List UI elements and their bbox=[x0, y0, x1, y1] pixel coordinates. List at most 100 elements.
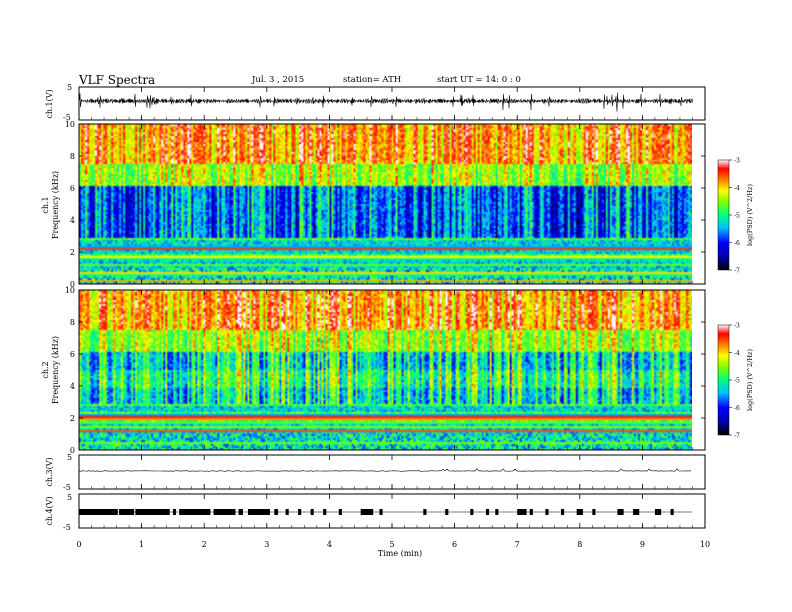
colorbar-tick-label: -7 bbox=[734, 433, 740, 440]
colorbar-tick-label: -6 bbox=[734, 405, 740, 412]
header-date: Jul. 3 , 2015 bbox=[251, 75, 304, 85]
ch4-pulse bbox=[379, 509, 383, 515]
ch3-waveform-frame bbox=[78, 454, 706, 490]
ch4-pulse bbox=[576, 509, 583, 515]
ch2-colorbar-label: log(PSD) (V^2/Hz) bbox=[746, 349, 754, 411]
time-tick-label: 0 bbox=[76, 540, 81, 549]
ch4-pulse bbox=[323, 509, 327, 515]
frequency-tick-label: 0 bbox=[70, 280, 75, 289]
colorbar-tick-label: -7 bbox=[734, 268, 740, 275]
colorbar-tick-label: -3 bbox=[734, 158, 740, 165]
ch1-ytick-bottom: -5 bbox=[63, 113, 71, 122]
colorbar-tick-label: -5 bbox=[734, 213, 740, 220]
spectrogram-empty-region bbox=[692, 290, 705, 450]
time-tick-label: 1 bbox=[139, 540, 144, 549]
ch1-waveform-line bbox=[78, 92, 693, 112]
ch4-pulse bbox=[517, 509, 527, 515]
ch3-ytick-top: 5 bbox=[67, 453, 72, 462]
ch4-pulse bbox=[545, 509, 549, 515]
frequency-tick-label: 6 bbox=[70, 350, 75, 359]
time-tick-label: 2 bbox=[202, 540, 207, 549]
colorbar-tick-label: -6 bbox=[734, 240, 740, 247]
frequency-tick-label: 4 bbox=[70, 216, 75, 225]
ch4-pulse bbox=[310, 509, 314, 515]
time-axis-label: Time (min) bbox=[378, 549, 422, 558]
ch4-waveform-ylabel: ch.4(V) bbox=[45, 496, 54, 525]
ch4-pulse bbox=[423, 509, 427, 515]
frequency-tick-label: 8 bbox=[70, 152, 75, 161]
ch4-pulse bbox=[119, 509, 135, 515]
frequency-tick-label: 2 bbox=[70, 414, 75, 423]
ch4-pulse bbox=[213, 509, 236, 515]
ch2-colorbar bbox=[717, 324, 730, 436]
ch4-ytick-bottom: -5 bbox=[63, 523, 71, 532]
ch4-pulse bbox=[470, 509, 474, 515]
header-station: station= ATH bbox=[343, 75, 401, 85]
ch2-spectrogram-image bbox=[79, 290, 705, 450]
ch4-pulse bbox=[445, 509, 449, 515]
ch4-pulse bbox=[529, 509, 533, 515]
frequency-tick-label: 10 bbox=[65, 286, 75, 295]
frequency-tick-label: 2 bbox=[70, 248, 75, 257]
ch4-ytick-top: 5 bbox=[67, 493, 72, 502]
spectrogram-empty-region bbox=[692, 124, 705, 284]
ch1-colorbar bbox=[717, 159, 730, 271]
ch4-pulse bbox=[485, 509, 490, 515]
ch1-waveform-ylabel: ch.1(V) bbox=[45, 89, 54, 118]
colorbar-tick-label: -4 bbox=[734, 185, 740, 192]
ch3-waveform-ylabel: ch.3(V) bbox=[45, 457, 54, 486]
ch4-pulse bbox=[298, 509, 302, 515]
spectrogram-raster bbox=[79, 290, 692, 450]
ch4-pulse bbox=[654, 509, 662, 515]
ch3-waveform-line bbox=[78, 468, 692, 472]
time-tick-label: 8 bbox=[577, 540, 582, 549]
ch3-ytick-bottom: -5 bbox=[63, 483, 71, 492]
ch4-pulse bbox=[172, 509, 177, 515]
ch4-pulse bbox=[79, 509, 118, 515]
time-tick-label: 10 bbox=[700, 540, 710, 549]
colorbar-tick-label: -3 bbox=[734, 323, 740, 330]
time-tick-label: 4 bbox=[327, 540, 332, 549]
time-tick-label: 3 bbox=[264, 540, 269, 549]
ch1-spectrogram-ylabel-frequency: Frequency (kHz) bbox=[51, 171, 60, 239]
ch4-pulse bbox=[179, 509, 211, 515]
ch4-pulse bbox=[248, 509, 270, 515]
ch4-pulse bbox=[670, 509, 674, 515]
ch3-waveform-panel: 5 -5 ch.3(V) bbox=[45, 453, 706, 492]
frequency-tick-label: 0 bbox=[70, 446, 75, 455]
ch4-pulse-bursts bbox=[79, 509, 674, 515]
figure-title: VLF Spectra bbox=[78, 73, 155, 87]
ch4-pulse bbox=[285, 509, 289, 515]
frequency-tick-label: 8 bbox=[70, 318, 75, 327]
ch1-ytick-top: 5 bbox=[67, 83, 72, 92]
ch1-spectrogram-image bbox=[79, 124, 705, 284]
time-tick-label: 5 bbox=[389, 540, 394, 549]
ch4-pulse bbox=[274, 509, 279, 515]
ch4-pulse bbox=[338, 509, 342, 515]
time-tick-label: 7 bbox=[515, 540, 520, 549]
ch4-pulse bbox=[360, 509, 374, 515]
time-tick-label: 6 bbox=[452, 540, 457, 549]
ch4-pulse bbox=[495, 509, 499, 515]
frequency-tick-label: 4 bbox=[70, 382, 75, 391]
colorbar-tick-label: -4 bbox=[734, 350, 740, 357]
time-axis: 0 1 2 3 4 5 6 7 8 9 10 bbox=[76, 87, 710, 549]
ch1-spectrogram-ylabel-channel: ch.1 bbox=[41, 196, 50, 213]
frequency-tick-label: 6 bbox=[70, 184, 75, 193]
ch4-pulse bbox=[633, 509, 640, 515]
spectrogram-raster bbox=[79, 124, 692, 284]
ch4-pulse bbox=[592, 509, 596, 515]
ch4-pulse bbox=[561, 509, 565, 515]
frequency-tick-label: 10 bbox=[65, 120, 75, 129]
ch4-pulse bbox=[617, 509, 624, 515]
ch1-colorbar-label: log(PSD) (V^2/Hz) bbox=[746, 184, 754, 246]
ch2-spectrogram-ylabel-channel: ch.2 bbox=[41, 361, 50, 378]
header-start-time: start UT = 14: 0 : 0 bbox=[437, 75, 521, 85]
colorbar-tick-label: -5 bbox=[734, 378, 740, 385]
ch2-spectrogram-ylabel-frequency: Frequency (kHz) bbox=[51, 336, 60, 404]
ch4-pulse bbox=[135, 509, 170, 515]
ch4-waveform-panel: 5 -5 ch.4(V) bbox=[45, 493, 706, 532]
